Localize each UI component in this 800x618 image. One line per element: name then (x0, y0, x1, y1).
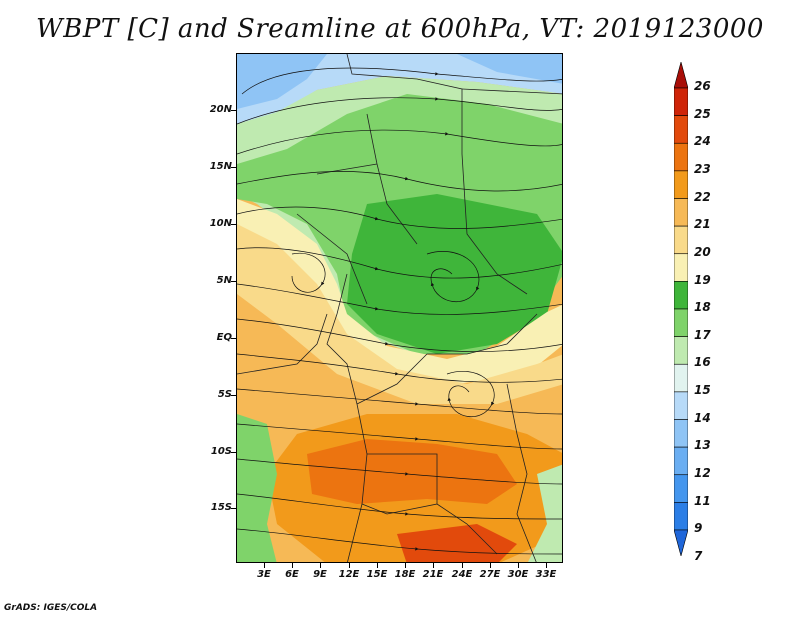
lon-label-21e: 21E (422, 569, 444, 580)
wbpt-fill-16 (528, 464, 562, 562)
colorbar (674, 62, 688, 556)
wbpt-fill-13 (237, 54, 327, 109)
lon-tick (320, 563, 321, 568)
lon-tick (433, 563, 434, 568)
lon-tick (518, 563, 519, 568)
wbpt-map (236, 53, 563, 563)
lat-tick (231, 395, 236, 396)
lat-label-20n: 20N (209, 104, 232, 115)
colorbar-swatch (674, 419, 688, 448)
map-canvas (237, 54, 562, 562)
colorbar-label: 7 (694, 549, 703, 563)
wbpt-fill-23 (397, 524, 517, 562)
lon-tick (462, 563, 463, 568)
lat-label-10n: 10N (209, 218, 232, 229)
wbpt-fill-13 (457, 54, 562, 84)
colorbar-swatch (674, 391, 688, 420)
lat-label-10s: 10S (210, 446, 232, 457)
colorbar-swatch (674, 170, 688, 199)
colorbar-swatch (674, 281, 688, 310)
lon-tick (292, 563, 293, 568)
lat-tick (231, 452, 236, 453)
colorbar-swatch (674, 363, 688, 393)
colorbar-label: 18 (694, 300, 711, 315)
lon-tick (349, 563, 350, 568)
lon-label-33e: 33E (535, 569, 557, 580)
streamlines (237, 67, 562, 555)
lat-label-5n: 5N (216, 275, 232, 286)
lat-label-15s: 15S (210, 502, 232, 513)
colorbar-label: 16 (694, 355, 711, 370)
lon-label-18e: 18E (394, 569, 416, 580)
colorbar-swatch (674, 446, 688, 476)
lon-label-3e: 3E (257, 569, 271, 580)
lat-label-eq: EQ (216, 332, 232, 343)
colorbar-cap-high (674, 62, 688, 89)
colorbar-label: 9 (694, 521, 703, 536)
wbpt-fill-20 (237, 224, 562, 404)
colorbar-label: 13 (694, 438, 711, 453)
grads-credit: GrADS: IGES/COLA (4, 603, 98, 613)
colorbar-swatch (674, 87, 688, 116)
lon-tick (490, 563, 491, 568)
colorbar-label: 11 (694, 493, 711, 508)
lon-tick (546, 563, 547, 568)
colorbar-label: 25 (694, 106, 711, 121)
lat-tick (231, 167, 236, 168)
colorbar-swatch (674, 115, 688, 144)
map-title: WBPT [C] and Sreamline at 600hPa, VT: 20… (36, 14, 764, 44)
lon-label-27e: 27E (479, 569, 501, 580)
wbpt-fill-14 (237, 54, 562, 124)
colorbar-label: 17 (694, 327, 711, 342)
lon-tick (377, 563, 378, 568)
lon-label-12e: 12E (338, 569, 360, 580)
colorbar-label: 22 (694, 189, 711, 204)
lon-label-15e: 15E (366, 569, 388, 580)
colorbar-swatch (674, 474, 688, 503)
lon-label-24e: 24E (451, 569, 473, 580)
colorbar-label: 20 (694, 244, 711, 259)
lat-tick (231, 224, 236, 225)
colorbar-swatch (674, 308, 688, 337)
colorbar-swatch (674, 225, 688, 255)
colorbar-label: 21 (694, 217, 711, 232)
lat-label-15n: 15N (209, 161, 232, 172)
wbpt-fill-17 (237, 414, 277, 562)
colorbar-label: 24 (694, 134, 711, 149)
lon-label-9e: 9E (313, 569, 327, 580)
country-borders (237, 54, 562, 562)
lat-tick (231, 281, 236, 282)
lat-tick (231, 110, 236, 111)
lon-tick (264, 563, 265, 568)
colorbar-label: 26 (694, 79, 711, 93)
colorbar-label: 23 (694, 161, 711, 176)
colorbar-label: 15 (694, 383, 711, 398)
colorbar-swatch (674, 142, 688, 172)
wbpt-fill-18 (347, 194, 562, 354)
colorbar-label: 14 (694, 410, 711, 425)
lat-label-5s: 5S (217, 389, 232, 400)
colorbar-swatch (674, 198, 688, 227)
colorbar-swatch (674, 502, 688, 531)
lon-label-6e: 6E (285, 569, 299, 580)
colorbar-cap-low (674, 529, 688, 556)
lon-tick (405, 563, 406, 568)
colorbar-label: 19 (694, 272, 711, 287)
colorbar-label: 12 (694, 466, 711, 481)
colorbar-swatch (674, 336, 688, 365)
wbpt-fill-23 (307, 439, 517, 504)
lat-tick (231, 508, 236, 509)
lat-tick (231, 338, 236, 339)
colorbar-swatch (674, 253, 688, 282)
lon-label-30e: 30E (507, 569, 529, 580)
